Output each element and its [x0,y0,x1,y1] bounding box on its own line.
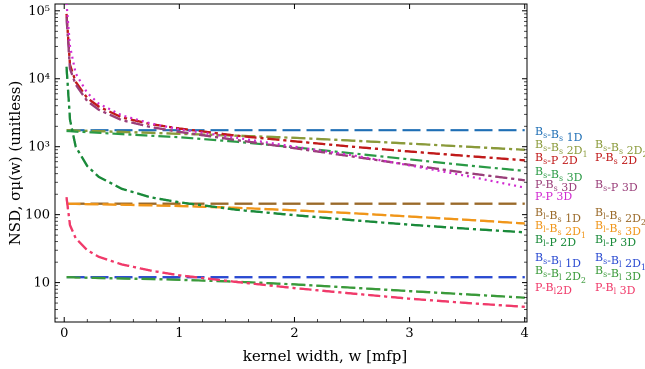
y-tick-label-0: 10 [33,276,50,291]
series-line-4 [65,13,525,162]
x-tick-label-0: 0 [60,326,68,341]
series-line-8 [65,4,525,189]
x-axis-title: kernel width, w [mfp] [243,347,407,365]
legend-entry: Bl-Bs 2D1 [535,219,586,240]
legend-entry: P-Bl 3D [595,281,636,297]
legend-entry: Bs-P 2D [535,151,578,167]
series-line-14 [65,66,525,234]
series-line-5 [66,129,525,172]
y-axis-title: NSD, σμ(w) (unitless) [6,81,24,246]
legend-entry: P-Bl2D [535,281,572,297]
series-line-7 [65,17,525,182]
y-tick-label-3: 10⁴ [28,72,50,87]
legend-entry: P-Bs 3D [535,178,577,194]
legend-entry: Bs-Bs 2D2 [595,138,645,159]
series-line-19 [65,197,525,308]
y-tick-label-4: 10⁵ [28,4,50,19]
legend-entry: Bl-Bs 2D2 [595,206,645,227]
series-line-12 [66,202,525,225]
series-line-18 [66,276,525,299]
legend-entry: Bl-P 2D [535,233,576,249]
series-line-2 [66,129,525,151]
legend-entry: Bs-Bs 1D [535,125,583,144]
legend-entry: Bs-Bl 2D1 [595,251,645,272]
series-line-13 [65,66,525,234]
plot-frame [54,3,528,323]
x-tick-label-3: 3 [405,326,413,341]
legend-entry: Bl-P 3D [595,233,636,249]
legend-entry: Bs-Bl 2D2 [535,264,586,285]
legend-entry: Bl-Bs 3D [595,219,641,238]
x-tick-label-4: 4 [521,326,529,341]
x-tick-label-1: 1 [175,326,183,341]
tick-layer: 0 1 2 3 4 10 100 10³ 10⁴ 10⁵ [25,4,529,341]
legend-entry: Bl-Bs 1D [535,206,581,225]
legend-entry: P-Bs 2D [595,151,637,167]
series-line-20 [65,197,525,308]
series-line-11 [66,202,525,225]
x-tick-label-2: 2 [290,326,298,341]
legend-entry: P-P 3D [535,190,572,203]
legend-entry: Bs-P 3D [595,178,638,194]
legend-entry: Bs-Bl 3D [595,264,641,283]
y-tick-label-1: 100 [25,208,50,223]
y-tick-label-2: 10³ [28,140,50,155]
legend-entry: Bs-Bs 2D1 [535,138,588,159]
legend-entry: Bs-Bs 3D [535,165,583,184]
legend-entry: Bs-Bl 1D [535,251,581,270]
series-layer [65,4,525,308]
